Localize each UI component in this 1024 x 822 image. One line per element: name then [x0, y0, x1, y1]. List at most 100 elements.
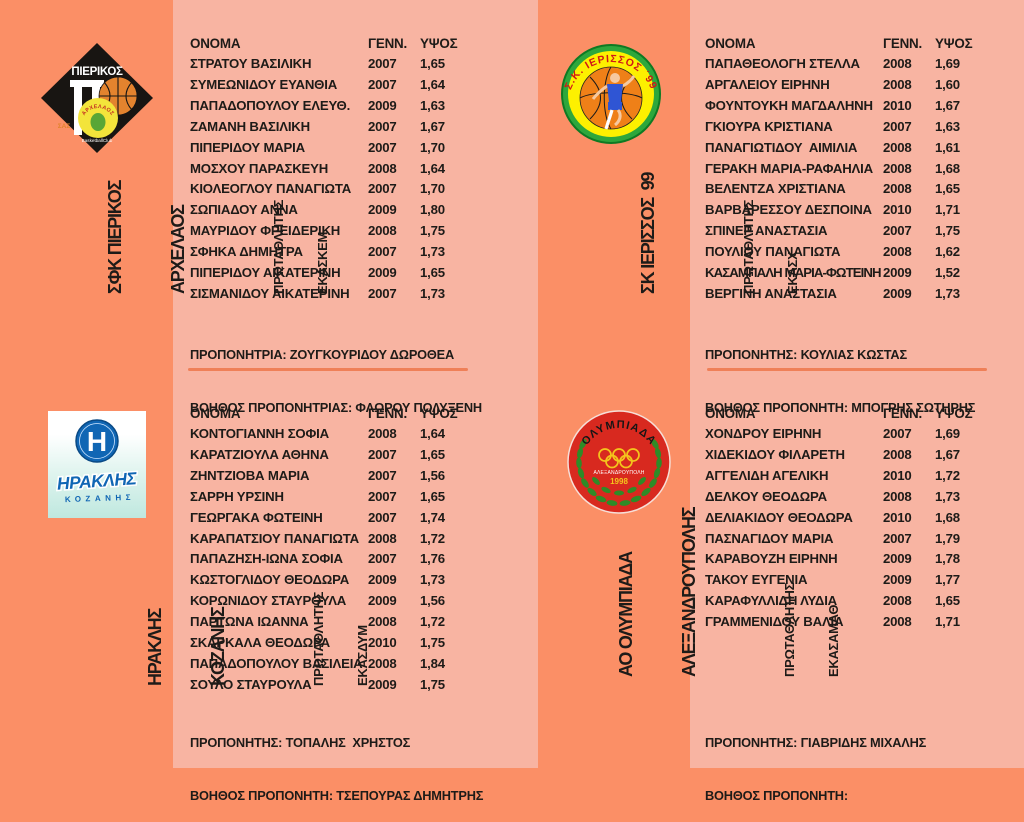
player-birth-year: 2007	[368, 467, 397, 483]
player-height: 1,68	[935, 160, 960, 176]
player-name: ΧΟΝΔΡΟΥ ΕΙΡΗΝΗ	[705, 426, 822, 441]
player-name: ΓΚΙΟΥΡΑ ΚΡΙΣΤΙΑΝΑ	[705, 118, 833, 134]
iraklis-logo: Η ΗΡΑΚΛΗΣ ΚΟΖΑΝΗΣ	[48, 411, 146, 518]
player-name: ΠΑΠΑΔΟΠΟΥΛΟΥ ΒΑΣΙΛΕΙΑ	[190, 655, 363, 671]
assistant-coach-line: ΒΟΗΘΟΣ ΠΡΟΠΟΝΗΤΗ: ΜΠΟΓΡΗΣ ΣΩΤΗΡΗΣ	[705, 399, 976, 415]
player-height: 1,74	[420, 509, 445, 525]
player-birth-year: 2007	[368, 56, 397, 71]
coach-line: ΠΡΟΠΟΝΗΤΡΙΑ: ΖΟΥΓΚΟΥΡΙΔΟΥ ΔΩΡΟΘΕΑ	[190, 347, 455, 362]
table-row: ΒΕΡΓΙΝΗ ΑΝΑΣΤΑΣΙΑ 2009 1,73	[705, 284, 991, 305]
table-row: ΣΑΡΡΗ ΥΡΣΙΝΗ 2007 1,65	[190, 487, 476, 508]
team-label-iraklis: ΗΡΑΚΛΗΣ ΚΟΖΑΝΗΣ ΠΡΩΤΑΘΛΗΤΗΣ ΕΚΑΣΔΥΜ	[103, 466, 370, 686]
table-row: ΚΑΡΑΒΟΥΖΗ ΕΙΡΗΝΗ 2009 1,78	[705, 549, 991, 570]
table-row: ΠΟΥΛΙΟΥ ΠΑΝΑΓΙΩΤΑ 2008 1,62	[705, 242, 991, 263]
player-birth-year: 2009	[883, 551, 912, 567]
player-height: 1,64	[420, 160, 445, 176]
player-height: 1,73	[420, 285, 445, 301]
player-birth-year: 2009	[368, 97, 397, 113]
right-roster-panel	[690, 0, 1024, 768]
player-name: ΚΑΡΑΒΟΥΖΗ ΕΙΡΗΝΗ	[705, 551, 838, 567]
player-birth-year: 2008	[368, 426, 397, 441]
header-height: ΥΨΟΣ	[420, 406, 458, 421]
header-born: ΓΕΝΝ.	[883, 36, 923, 51]
roster-table-pierikos: ΟΝΟΜΑ ΓΕΝΝ. ΥΨΟΣ ΣΤΡΑΤΟΥ ΒΑΣΙΛΙΚΗ 2007 1,6…	[190, 33, 476, 305]
coach-block-iraklis: ΠΡΟΠΟΝΗΤΗΣ: ΤΟΠΑΛΗΣ ΧΡΗΣΤΟΣ ΒΟΗΘΟΣ ΠΡΟΠΟ…	[190, 699, 483, 822]
table-row: ΔΕΛΚΟΥ ΘΕΟΔΩΡΑ 2008 1,73	[705, 487, 991, 508]
player-name: ΚΑΡΑΠΑΤΣΙΟΥ ΠΑΝΑΓΙΩΤΑ	[190, 530, 359, 546]
team-label-olympiada: ΑΟ ΟΛΥΜΠΙΑΔΑ ΑΛΕΞΑΝΔΡΟΥΠΟΛΗΣ ΠΡΩΤΑΘΛΗΤΗΣ…	[574, 457, 841, 677]
player-birth-year: 2009	[883, 265, 912, 281]
table-row: ΣΤΡΑΤΟΥ ΒΑΣΙΛΙΚΗ 2007 1,65	[190, 54, 476, 75]
pierikos-side-text: ΣΑΣ	[58, 123, 71, 130]
head-figure-icon	[90, 113, 106, 131]
player-name: ΚΑΡΑΤΖΙΟΥΛΑ ΑΘΗΝΑ	[190, 446, 329, 462]
player-name: ΠΑΡΤΩΝΑ ΙΩΑΝΝΑ	[190, 614, 309, 630]
player-height: 1,84	[420, 655, 445, 671]
player-name: ΠΟΥΛΙΟΥ ΠΑΝΑΓΙΩΤΑ	[705, 244, 841, 260]
roster-table-iraklis: ΟΝΟΜΑ ΓΕΝΝ. ΥΨΟΣ ΚΟΝΤΟΓΙΑΝΝΗ ΣΟΦΙΑ 2008 1,…	[190, 403, 476, 696]
team-name-line: ΑΛΕΞΑΝΔΡΟΥΠΟΛΗΣ	[679, 507, 699, 677]
player-birth-year: 2007	[368, 118, 397, 134]
archelaos-badge: ΑΡΧΕΛΑΟΣ	[78, 98, 118, 138]
table-row: ΓΕΩΡΓΑΚΑ ΦΩΤΕΙΝΗ 2007 1,74	[190, 508, 476, 529]
player-name: ΒΑΡΒΑΡΕΣΣΟΥ ΔΕΣΠΟΙΝΑ	[705, 202, 872, 218]
player-name: ΣΑΡΡΗ ΥΡΣΙΝΗ	[190, 488, 284, 504]
pierikos-logo: ΠΙΕΡΙΚΟΣ ΑΡΧΕΛΑΟΣ ΣΑΣ BasketballClub	[41, 43, 153, 153]
assistant-coach-line: ΒΟΗΘΟΣ ΠΡΟΠΟΝΗΤΗ:	[705, 787, 848, 803]
player-height: 1,70	[420, 139, 445, 155]
player-height: 1,64	[420, 426, 445, 441]
team-name-line: ΣΦΚ ΠΙΕΡΙΚΟΣ	[105, 180, 125, 294]
table-row: ΧΟΝΔΡΟΥ ΕΙΡΗΝΗ 2007 1,69	[705, 424, 991, 445]
player-height: 1,80	[420, 202, 445, 218]
right-section-divider	[707, 368, 987, 371]
table-row: ΖΑΜΑΝΗ ΒΑΣΙΛΙΚΗ 2007 1,67	[190, 117, 476, 138]
player-name: ΔΕΛΚΟΥ ΘΕΟΔΩΡΑ	[705, 488, 827, 504]
player-name: ΚΟΝΤΟΓΙΑΝΝΗ ΣΟΦΙΑ	[190, 426, 329, 441]
laurel-wreath-icon	[576, 439, 662, 506]
player-birth-year: 2008	[368, 614, 397, 630]
player-name: ΑΡΓΑΛΕΙΟΥ ΕΙΡΗΝΗ	[705, 76, 830, 92]
table-row: ΚΩΣΤΟΓΛΙΔΟΥ ΘΕΟΔΩΡΑ 2009 1,73	[190, 570, 476, 591]
table-row: ΤΑΚΟΥ ΕΥΓΕΝΙΑ 2009 1,77	[705, 570, 991, 591]
player-height: 1,78	[935, 551, 960, 567]
player-name: ΣΚΑΡΚΑΛΑ ΘΕΟΔΩΡΑ	[190, 635, 330, 651]
player-birth-year: 2009	[883, 285, 912, 301]
player-height: 1,77	[935, 572, 960, 588]
iraklis-initial: Η	[87, 426, 107, 457]
header-height: ΥΨΟΣ	[420, 36, 458, 51]
player-height: 1,75	[420, 635, 445, 651]
table-row: ΜΑΥΡΙΔΟΥ ΦΡΕΙΔΕΡΙΚΗ 2008 1,75	[190, 221, 476, 242]
table-row: ΓΚΙΟΥΡΑ ΚΡΙΣΤΙΑΝΑ 2007 1,63	[705, 117, 991, 138]
player-name: ΧΙΔΕΚΙΔΟΥ ΦΙΛΑΡΕΤΗ	[705, 446, 845, 462]
player-height: 1,68	[935, 509, 960, 525]
player-birth-year: 2007	[368, 181, 397, 197]
player-birth-year: 2007	[368, 509, 397, 525]
table-row: ΠΑΠΑΘΕΟΛΟΓΗ ΣΤΕΛΛΑ 2008 1,69	[705, 54, 991, 75]
player-birth-year: 2007	[883, 426, 912, 441]
team-name-line: ΑΟ ΟΛΥΜΠΙΑΔΑ	[616, 552, 636, 677]
player-height: 1,67	[935, 446, 960, 462]
player-name: ΚΑΣΑΜΠΑΛΗ ΜΑΡΙΑ-ΦΩΤΕΙΝΗ	[705, 265, 882, 281]
table-row: ΚΟΝΤΟΓΙΑΝΝΗ ΣΟΦΙΑ 2008 1,64	[190, 424, 476, 445]
player-height: 1,62	[935, 244, 960, 260]
player-height: 1,69	[935, 56, 960, 71]
table-row: ΣΟΥΛΟ ΣΤΑΥΡΟΥΛΑ 2009 1,75	[190, 675, 476, 696]
player-name: ΜΑΥΡΙΔΟΥ ΦΡΕΙΔΕΡΙΚΗ	[190, 223, 341, 239]
player-birth-year: 2007	[368, 488, 397, 504]
player-birth-year: 2007	[883, 118, 912, 134]
player-birth-year: 2007	[368, 139, 397, 155]
table-row: ΚΑΡΑΤΖΙΟΥΛΑ ΑΘΗΝΑ 2007 1,65	[190, 445, 476, 466]
table-header: ΟΝΟΜΑ ΓΕΝΝ. ΥΨΟΣ	[190, 403, 476, 424]
coach-block-pierikos: ΠΡΟΠΟΝΗΤΡΙΑ: ΖΟΥΓΚΟΥΡΙΔΟΥ ΔΩΡΟΘΕΑ ΒΟΗΘΟΣ…	[190, 311, 482, 434]
player-height: 1,75	[935, 223, 960, 239]
player-birth-year: 2008	[883, 593, 912, 609]
team-label-pierikos: ΣΦΚ ΠΙΕΡΙΚΟΣ ΑΡΧΕΛΑΟΣ ΠΡΩΤΑΘΛΗΤΗΣ ΕΚΑΣΚΕ…	[63, 74, 330, 294]
player-height: 1,65	[420, 56, 445, 71]
player-height: 1,65	[935, 181, 960, 197]
player-name: ΠΑΠΑΘΕΟΛΟΓΗ ΣΤΕΛΛΑ	[705, 56, 860, 71]
player-name: ΚΑΡΑΦΥΛΛΙΔΗ ΛΥΔΙΑ	[705, 593, 837, 609]
left-section-divider	[188, 368, 468, 371]
player-birth-year: 2008	[368, 223, 397, 239]
player-name: ΓΕΩΡΓΑΚΑ ΦΩΤΕΙΝΗ	[190, 509, 323, 525]
roster-table-ierissos: ΟΝΟΜΑ ΓΕΝΝ. ΥΨΟΣ ΠΑΠΑΘΕΟΛΟΓΗ ΣΤΕΛΛΑ 2008 1…	[705, 33, 991, 305]
